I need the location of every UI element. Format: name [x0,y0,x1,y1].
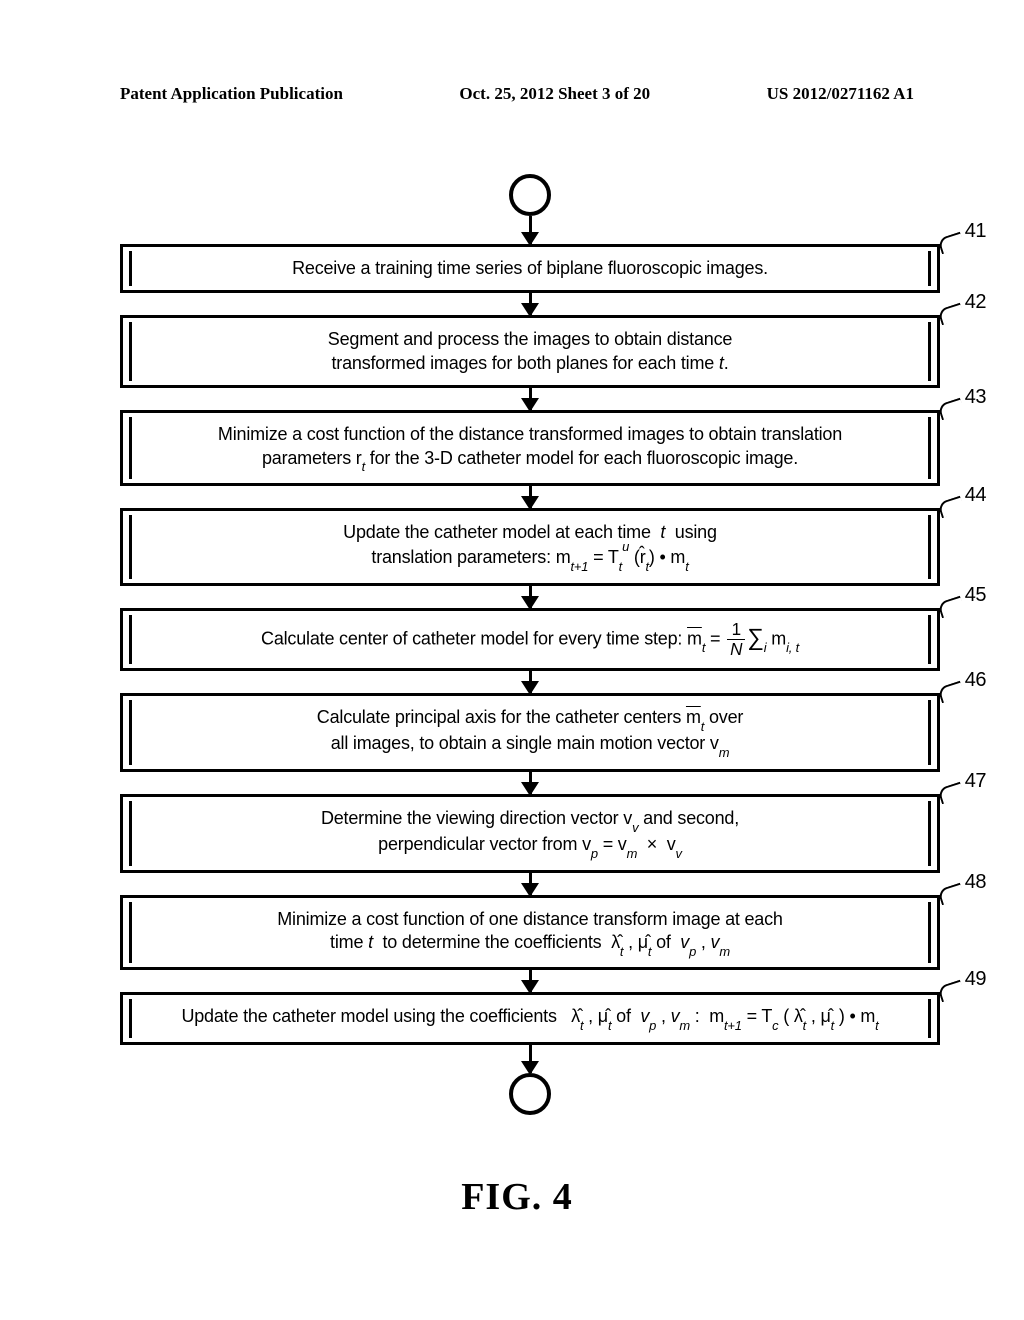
step-42-wrap: 42 Segment and process the images to obt… [120,315,940,388]
flowchart: 41 Receive a training time series of bip… [120,174,940,1115]
arrow [529,1045,532,1073]
step-44-wrap: 44 Update the catheter model at each tim… [120,508,940,586]
end-terminator [509,1073,551,1115]
step-label: 42 [965,291,986,314]
step-label: 46 [965,669,986,692]
step-45: Calculate center of catheter model for e… [120,608,940,671]
label-tick [937,882,965,905]
header-right: US 2012/0271162 A1 [767,84,914,104]
arrow [529,586,532,608]
figure-caption: FIG. 4 [120,1175,914,1219]
step-46: Calculate principal axis for the cathete… [120,693,940,772]
patent-header: Patent Application Publication Oct. 25, … [120,84,914,104]
step-48: Minimize a cost function of one distance… [120,895,940,971]
label-tick [937,980,965,1003]
arrow [529,388,532,410]
arrow [529,970,532,992]
step-47-wrap: 47 Determine the viewing direction vecto… [120,794,940,873]
step-label: 49 [965,968,986,991]
page: Patent Application Publication Oct. 25, … [0,0,1024,1320]
arrow [529,873,532,895]
step-label: 41 [965,220,986,243]
step-label: 48 [965,871,986,894]
label-tick [937,496,965,519]
step-41: Receive a training time series of biplan… [120,244,940,293]
step-47: Determine the viewing direction vector v… [120,794,940,873]
step-label: 43 [965,386,986,409]
label-tick [937,303,965,326]
step-44: Update the catheter model at each time t… [120,508,940,586]
step-42: Segment and process the images to obtain… [120,315,940,388]
step-45-wrap: 45 Calculate center of catheter model fo… [120,608,940,671]
arrow [529,486,532,508]
arrow [529,293,532,315]
label-tick [937,595,965,618]
arrow [529,772,532,794]
arrow [529,671,532,693]
label-tick [937,398,965,421]
step-label: 47 [965,770,986,793]
step-41-wrap: 41 Receive a training time series of bip… [120,244,940,293]
header-center: Oct. 25, 2012 Sheet 3 of 20 [459,84,650,104]
arrow [529,216,532,244]
label-tick [937,782,965,805]
step-48-wrap: 48 Minimize a cost function of one dista… [120,895,940,971]
label-tick [937,681,965,704]
label-tick [937,232,965,255]
step-label: 45 [965,584,986,607]
step-46-wrap: 46 Calculate principal axis for the cath… [120,693,940,772]
step-43-wrap: 43 Minimize a cost function of the dista… [120,410,940,486]
start-terminator [509,174,551,216]
step-49-wrap: 49 Update the catheter model using the c… [120,992,940,1044]
step-43: Minimize a cost function of the distance… [120,410,940,486]
header-left: Patent Application Publication [120,84,343,104]
step-49: Update the catheter model using the coef… [120,992,940,1044]
step-label: 44 [965,484,986,507]
